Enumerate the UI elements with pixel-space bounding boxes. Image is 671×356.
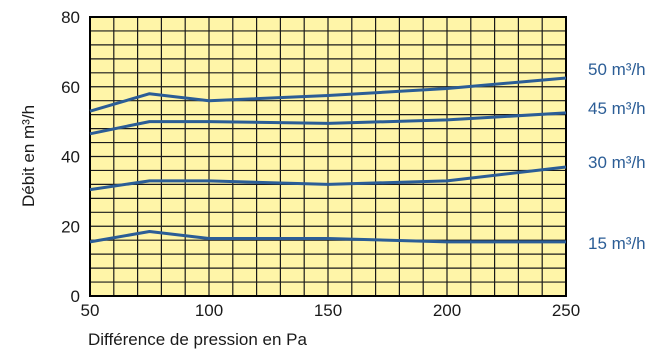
series-group — [89, 76, 567, 244]
x-tick-label: 100 — [195, 301, 223, 320]
y-tick-labels: 0 20 40 60 80 — [61, 8, 80, 306]
y-axis-label: Débit en m³/h — [19, 105, 38, 207]
grid — [90, 17, 566, 296]
series-line-0 — [89, 76, 567, 113]
x-axis-label: Différence de pression en Pa — [88, 330, 307, 349]
series-label-0: 50 m³/h — [588, 60, 646, 79]
x-tick-label: 200 — [433, 301, 461, 320]
series-line-3 — [89, 230, 566, 244]
y-tick-label: 20 — [61, 217, 80, 236]
series-labels: 50 m³/h 45 m³/h 30 m³/h 15 m³/h — [588, 60, 646, 253]
x-tick-label: 50 — [81, 301, 100, 320]
x-tick-label: 250 — [552, 301, 580, 320]
plot-frame — [89, 16, 567, 297]
x-tick-label: 150 — [314, 301, 342, 320]
y-tick-label: 80 — [61, 8, 80, 27]
series-label-1: 45 m³/h — [588, 99, 646, 118]
y-tick-label: 60 — [61, 78, 80, 97]
y-tick-label: 0 — [71, 287, 80, 306]
series-line-2 — [89, 165, 567, 192]
series-label-2: 30 m³/h — [588, 153, 646, 172]
series-line-1 — [89, 111, 567, 136]
y-tick-label: 40 — [61, 148, 80, 167]
x-tick-labels: 50 100 150 200 250 — [81, 301, 581, 320]
series-label-3: 15 m³/h — [588, 234, 646, 253]
